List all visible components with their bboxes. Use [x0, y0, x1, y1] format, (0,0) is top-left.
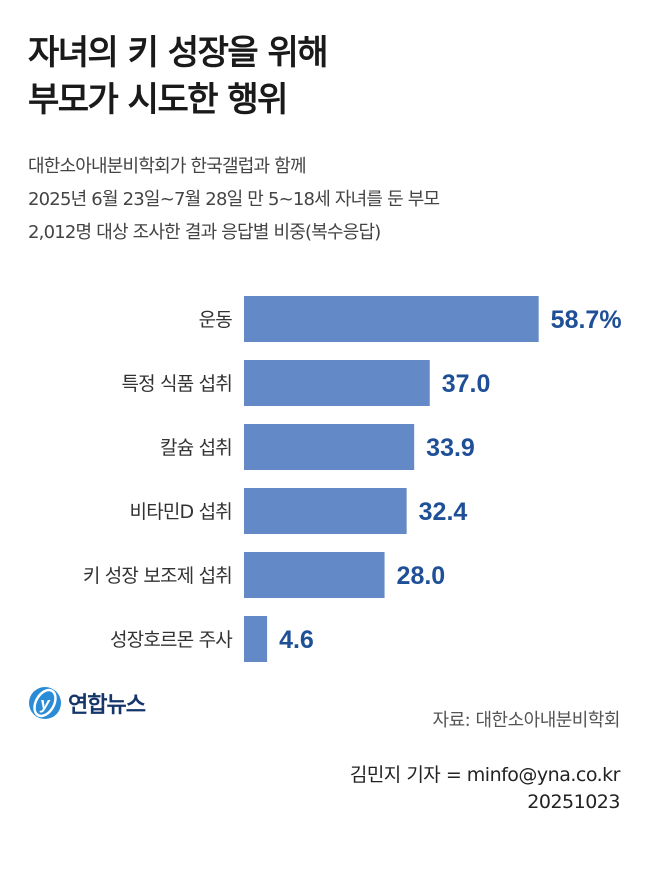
chart-title: 자녀의 키 성장을 위해 부모가 시도한 행위 — [28, 30, 329, 124]
subtitle-line-2: 2025년 6월 23일~7월 28일 만 5~18세 자녀를 둔 부모 — [28, 189, 440, 210]
bar — [244, 424, 415, 470]
svg-text:y: y — [39, 694, 51, 713]
value-label: 4.6 — [279, 626, 314, 654]
category-label: 칼슘 섭취 — [160, 437, 232, 459]
value-label: 58.7% — [551, 306, 622, 334]
bar — [244, 296, 539, 342]
subtitle-line-1: 대한소아내분비학회가 한국갤럽과 함께 — [28, 156, 307, 177]
category-label: 성장호르몬 주사 — [110, 629, 232, 651]
bar — [244, 616, 268, 662]
chart-subtitle: 대한소아내분비학회가 한국갤럽과 함께 2025년 6월 23일~7월 28일 … — [28, 150, 440, 249]
yonhap-globe-icon: y — [29, 687, 61, 719]
credit: 김민지 기자 = minfo@yna.co.kr 20251023 — [349, 762, 621, 816]
bar — [244, 552, 385, 598]
publish-date: 20251023 — [527, 791, 620, 813]
category-label: 키 성장 보조제 섭취 — [83, 565, 232, 587]
title-line-2: 부모가 시도한 행위 — [28, 80, 288, 120]
value-label: 37.0 — [442, 370, 491, 398]
bar-chart: 운동 58.7% 특정 식품 섭취 37.0 칼슘 섭취 33.9 비타민D 섭취 32.4 키… — [83, 296, 622, 662]
category-label: 특정 식품 섭취 — [121, 373, 232, 395]
logo-text: 연합뉴스 — [68, 693, 146, 718]
title-line-1: 자녀의 키 성장을 위해 — [28, 33, 329, 73]
value-label: 32.4 — [419, 498, 468, 526]
value-label: 33.9 — [426, 434, 475, 462]
category-label: 비타민D 섭취 — [130, 501, 232, 523]
yonhap-logo: y 연합뉴스 — [28, 686, 146, 720]
bar — [244, 360, 430, 406]
source-note: 자료: 대한소아내분비학회 — [432, 710, 621, 731]
reporter-credit: 김민지 기자 = minfo@yna.co.kr — [349, 764, 621, 786]
value-label: 28.0 — [397, 562, 446, 590]
category-label: 운동 — [199, 309, 233, 331]
subtitle-line-3: 2,012명 대상 조사한 결과 응답별 비중(복수응답) — [28, 222, 381, 243]
bar — [244, 488, 407, 534]
